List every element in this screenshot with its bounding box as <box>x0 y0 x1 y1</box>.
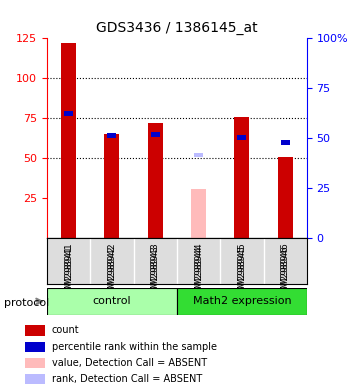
Text: count: count <box>52 326 79 336</box>
Bar <box>25 342 45 352</box>
Text: GSM298944: GSM298944 <box>194 245 203 300</box>
Text: GSM298944: GSM298944 <box>194 243 203 297</box>
Text: GSM298942: GSM298942 <box>108 245 116 300</box>
Text: GSM298941: GSM298941 <box>64 243 73 298</box>
FancyBboxPatch shape <box>177 288 307 315</box>
Text: GSM298941: GSM298941 <box>64 245 73 300</box>
Bar <box>237 135 247 140</box>
Text: GSM298946: GSM298946 <box>281 245 290 300</box>
Bar <box>280 140 290 145</box>
Text: GSM298942: GSM298942 <box>108 243 116 297</box>
Bar <box>194 152 203 157</box>
Text: GSM298943: GSM298943 <box>151 245 160 300</box>
Bar <box>25 325 45 336</box>
Bar <box>64 111 73 116</box>
Title: GDS3436 / 1386145_at: GDS3436 / 1386145_at <box>96 21 258 35</box>
Bar <box>107 134 117 138</box>
Bar <box>25 374 45 384</box>
Bar <box>151 132 160 137</box>
Text: control: control <box>93 296 131 306</box>
Text: Math2 expression: Math2 expression <box>192 296 291 306</box>
Bar <box>191 189 206 238</box>
FancyBboxPatch shape <box>47 288 177 315</box>
Bar <box>278 157 293 238</box>
Text: GSM298943: GSM298943 <box>151 243 160 298</box>
Bar <box>25 358 45 368</box>
Text: rank, Detection Call = ABSENT: rank, Detection Call = ABSENT <box>52 374 202 384</box>
Text: GSM298946: GSM298946 <box>281 243 290 298</box>
Text: protocol: protocol <box>4 298 49 308</box>
Text: GSM298945: GSM298945 <box>238 245 246 300</box>
Bar <box>148 123 163 238</box>
Bar <box>234 117 249 238</box>
Text: value, Detection Call = ABSENT: value, Detection Call = ABSENT <box>52 358 207 368</box>
Bar <box>104 134 119 238</box>
Text: GSM298945: GSM298945 <box>238 243 246 298</box>
Bar <box>61 43 76 238</box>
Text: percentile rank within the sample: percentile rank within the sample <box>52 342 217 352</box>
